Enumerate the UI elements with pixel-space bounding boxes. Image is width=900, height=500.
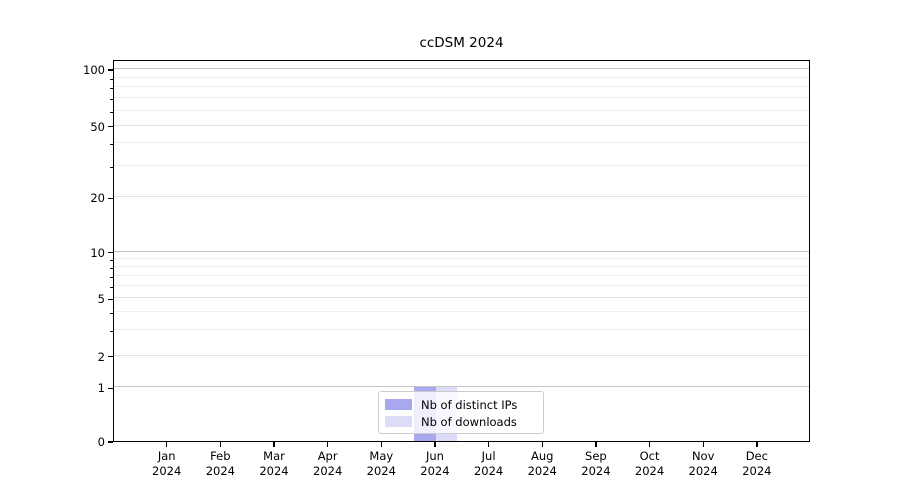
gridline-minor-y-80 [114, 86, 809, 88]
ytick-mark-10 [108, 252, 113, 254]
xtick-month-apr: Apr [317, 449, 338, 463]
ytick-minor-mark-7 [110, 276, 113, 278]
xtick-mark-nov [702, 442, 704, 447]
gridline-y-10 [114, 250, 809, 252]
gridline-y-100 [114, 68, 809, 70]
xtick-mark-apr [326, 442, 329, 447]
legend-swatch-distinct-ips [385, 399, 412, 410]
ytick-label-0: 0 [97, 435, 105, 449]
xtick-month-mar: Mar [263, 449, 285, 463]
ytick-label-5: 5 [97, 292, 105, 307]
xtick-year-nov: 2024 [688, 464, 718, 478]
xtick-month-jun: Jun [425, 449, 444, 463]
gridline-minor-y-3 [114, 329, 809, 331]
xtick-year-aug: 2024 [527, 464, 557, 478]
gridline-minor-y-8 [114, 265, 809, 267]
xtick-year-apr: 2024 [313, 464, 343, 478]
xtick-mark-mar [273, 442, 275, 447]
xtick-year-oct: 2024 [634, 464, 665, 478]
gridline-y-5 [114, 297, 809, 299]
ytick-mark-100 [108, 69, 113, 71]
gridline-minor-y-4 [114, 311, 809, 313]
xtick-mark-sep [595, 442, 597, 447]
ytick-minor-mark-40 [110, 144, 113, 146]
ytick-label-100: 100 [83, 63, 105, 77]
xtick-month-jan: Jan [157, 449, 176, 463]
xtick-mark-jun [434, 442, 436, 447]
ytick-minor-mark-9 [110, 259, 113, 261]
ytick-mark-1 [108, 387, 113, 390]
gridline-minor-y-70 [114, 97, 809, 99]
xtick-mark-aug [541, 442, 543, 447]
gridline-y-20 [114, 196, 809, 198]
xtick-year-mar: 2024 [259, 464, 289, 478]
ytick-mark-5 [108, 298, 113, 300]
ytick-minor-mark-3 [110, 331, 113, 333]
gridline-minor-y-6 [114, 285, 809, 287]
plot-area [113, 60, 810, 442]
chart-title: ccDSM 2024 [419, 35, 504, 51]
gridline-minor-y-9 [114, 257, 809, 259]
xtick-year-sep: 2024 [581, 464, 611, 478]
gridline-minor-y-60 [114, 109, 809, 111]
gridline-y-1 [114, 386, 809, 388]
xtick-month-dec: Dec [745, 449, 768, 463]
ytick-label-1: 1 [97, 381, 105, 396]
ytick-minor-mark-60 [110, 111, 113, 113]
ytick-minor-mark-6 [110, 287, 113, 289]
ytick-mark-0 [108, 441, 113, 443]
xtick-year-jan: 2024 [152, 464, 182, 478]
xtick-year-feb: 2024 [205, 464, 235, 478]
ytick-mark-50 [108, 125, 113, 128]
gridline-minor-y-7 [114, 274, 809, 276]
gridline-minor-y-90 [114, 76, 809, 78]
ytick-label-20: 20 [90, 191, 105, 206]
ytick-minor-mark-70 [110, 99, 113, 101]
xtick-year-jul: 2024 [473, 464, 504, 478]
ytick-minor-mark-90 [110, 78, 113, 80]
xtick-mark-jan [166, 442, 168, 447]
xtick-month-may: May [369, 449, 394, 463]
xtick-month-nov: Nov [691, 449, 715, 463]
xtick-mark-oct [648, 442, 651, 447]
xtick-mark-may [380, 442, 382, 447]
ytick-label-10: 10 [90, 245, 105, 260]
xtick-month-sep: Sep [585, 449, 607, 463]
xtick-year-dec: 2024 [742, 464, 772, 478]
xtick-mark-jul [487, 442, 490, 447]
gridline-y-50 [114, 124, 809, 126]
xtick-month-aug: Aug [531, 449, 554, 463]
legend-swatch-downloads [385, 416, 412, 427]
xtick-month-oct: Oct [639, 449, 660, 463]
ytick-mark-20 [108, 197, 113, 199]
ytick-label-50: 50 [90, 119, 105, 134]
xtick-month-feb: Feb [210, 449, 231, 463]
ytick-mark-2 [108, 355, 113, 358]
gridline-minor-y-30 [114, 164, 809, 166]
legend-label-downloads: Nb of downloads [421, 414, 517, 429]
ytick-label-2: 2 [97, 349, 105, 364]
ytick-minor-mark-80 [110, 88, 113, 90]
legend: Nb of distinct IPs Nb of downloads [378, 391, 544, 434]
xtick-mark-dec [756, 442, 758, 447]
xtick-month-jul: Jul [481, 449, 496, 463]
legend-label-distinct-ips: Nb of distinct IPs [421, 397, 518, 412]
gridline-y-2 [114, 354, 809, 356]
ytick-minor-mark-4 [110, 313, 113, 315]
xtick-year-jun: 2024 [420, 464, 450, 478]
xtick-mark-feb [219, 442, 222, 447]
ytick-minor-mark-8 [110, 267, 113, 269]
gridline-minor-y-40 [114, 142, 809, 144]
legend-item-distinct-ips: Nb of distinct IPs [385, 396, 543, 413]
ytick-minor-mark-30 [110, 166, 113, 168]
xtick-year-may: 2024 [366, 464, 396, 478]
legend-item-downloads: Nb of downloads [385, 413, 543, 430]
